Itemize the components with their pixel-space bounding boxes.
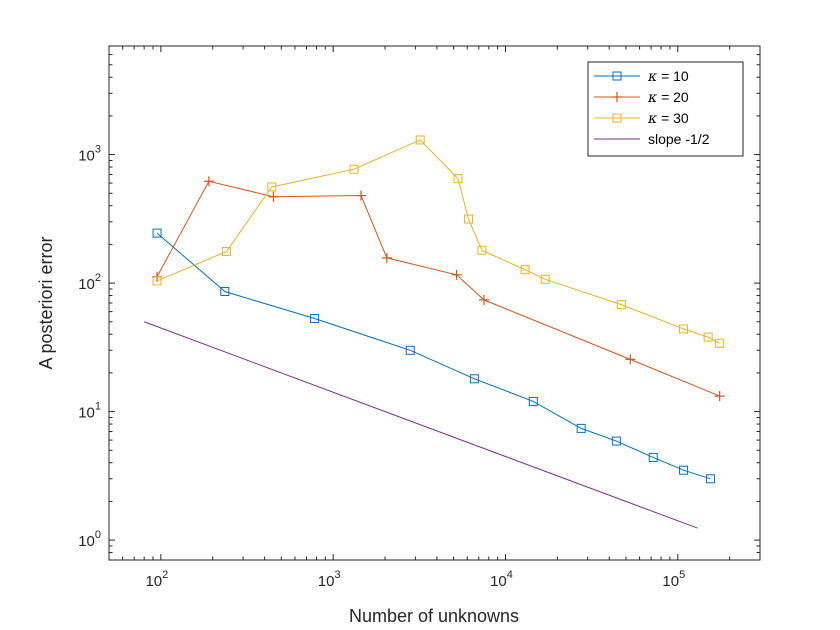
series-3-point xyxy=(221,247,231,257)
series-1-point xyxy=(220,287,230,297)
series-1-point xyxy=(706,474,716,484)
series-2-point xyxy=(381,252,392,263)
y-tick-exponent: 1 xyxy=(95,401,101,413)
x-axis-title: Number of unknowns xyxy=(349,606,519,626)
series-3-point xyxy=(520,265,530,275)
series-2-point xyxy=(625,354,636,365)
series-2-point xyxy=(355,190,366,201)
y-tick-label: 100 xyxy=(78,529,101,550)
series-1-line xyxy=(156,232,711,480)
series-1-point xyxy=(611,436,621,446)
legend-entry-2: κ = 20 xyxy=(594,89,689,106)
plot-frame xyxy=(108,45,761,561)
series-3-point xyxy=(463,214,473,224)
y-tick-label: 103 xyxy=(78,144,101,165)
series-3-line xyxy=(156,139,720,344)
y-tick-exponent: 2 xyxy=(95,272,101,284)
series-1-point xyxy=(576,423,586,433)
series-1-point xyxy=(648,452,658,462)
legend-label-text: = 30 xyxy=(657,110,689,126)
series-4-line xyxy=(143,321,698,529)
x-tick-label: 104 xyxy=(490,569,513,590)
series-2 xyxy=(152,176,725,402)
y-tick-base: 10 xyxy=(78,148,95,165)
series-3-point xyxy=(152,276,162,286)
series-3-point xyxy=(415,135,425,145)
legend-swatch-marker xyxy=(612,92,622,102)
legend-entry-3: κ = 30 xyxy=(594,110,689,127)
x-tick-label: 102 xyxy=(145,569,168,590)
series-2-point xyxy=(203,176,214,187)
series-1-point xyxy=(679,465,689,475)
y-tick-base: 10 xyxy=(78,405,95,422)
series-1-point xyxy=(405,345,415,355)
x-tick-base: 10 xyxy=(662,573,679,590)
legend-kappa-symbol: κ xyxy=(647,90,657,106)
series-1-point xyxy=(469,374,479,384)
series-3-point xyxy=(477,245,487,255)
x-tick-base: 10 xyxy=(145,573,162,590)
series-3 xyxy=(152,135,725,348)
series-3-point xyxy=(703,332,713,342)
x-tick-exponent: 5 xyxy=(679,569,685,581)
series-3-point xyxy=(349,164,359,174)
y-tick-base: 10 xyxy=(78,276,95,293)
legend-label-text: = 10 xyxy=(657,68,689,84)
y-tick-exponent: 3 xyxy=(95,144,101,156)
series-3-point xyxy=(267,182,277,192)
series-1-point xyxy=(310,314,320,324)
series-2-point xyxy=(268,191,279,202)
series-3-point xyxy=(540,274,550,284)
series-1-point xyxy=(152,228,162,238)
legend-label: κ = 30 xyxy=(647,110,689,127)
x-tick-exponent: 2 xyxy=(162,569,168,581)
legend-box xyxy=(587,61,744,157)
legend-label: κ = 10 xyxy=(647,68,689,85)
legend-swatch-marker xyxy=(612,71,622,81)
x-tick-base: 10 xyxy=(318,573,335,590)
legend-label: slope -1/2 xyxy=(648,131,710,147)
series-3-point xyxy=(616,300,626,310)
y-tick-label: 102 xyxy=(78,272,101,293)
legend-label-text: slope -1/2 xyxy=(648,131,710,147)
legend-swatch-marker xyxy=(612,113,622,123)
y-axis-title: A posteriori error xyxy=(36,236,56,369)
series-2-point xyxy=(714,391,725,402)
series-layer xyxy=(143,135,725,529)
x-tick-exponent: 4 xyxy=(507,569,513,581)
x-tick-label: 103 xyxy=(318,569,341,590)
y-tick-base: 10 xyxy=(78,533,95,550)
y-tick-exponent: 0 xyxy=(95,529,101,541)
legend-label-text: = 20 xyxy=(657,89,689,105)
x-tick-exponent: 3 xyxy=(334,569,340,581)
legend-entry-1: κ = 10 xyxy=(594,68,689,85)
legend-entry-4: slope -1/2 xyxy=(594,131,710,147)
series-1 xyxy=(152,228,716,484)
x-tick-label: 105 xyxy=(662,569,685,590)
legend-label: κ = 20 xyxy=(647,89,689,106)
series-1-point xyxy=(528,396,538,406)
y-tick-label: 101 xyxy=(78,401,101,422)
series-2-point xyxy=(478,294,489,305)
series-3-point xyxy=(715,338,725,348)
series-4 xyxy=(143,321,698,529)
x-tick-base: 10 xyxy=(490,573,507,590)
series-3-point xyxy=(679,324,689,334)
series-2-point xyxy=(451,269,462,280)
legend-kappa-symbol: κ xyxy=(647,111,657,127)
series-3-point xyxy=(453,174,463,184)
legend-kappa-symbol: κ xyxy=(647,69,657,85)
